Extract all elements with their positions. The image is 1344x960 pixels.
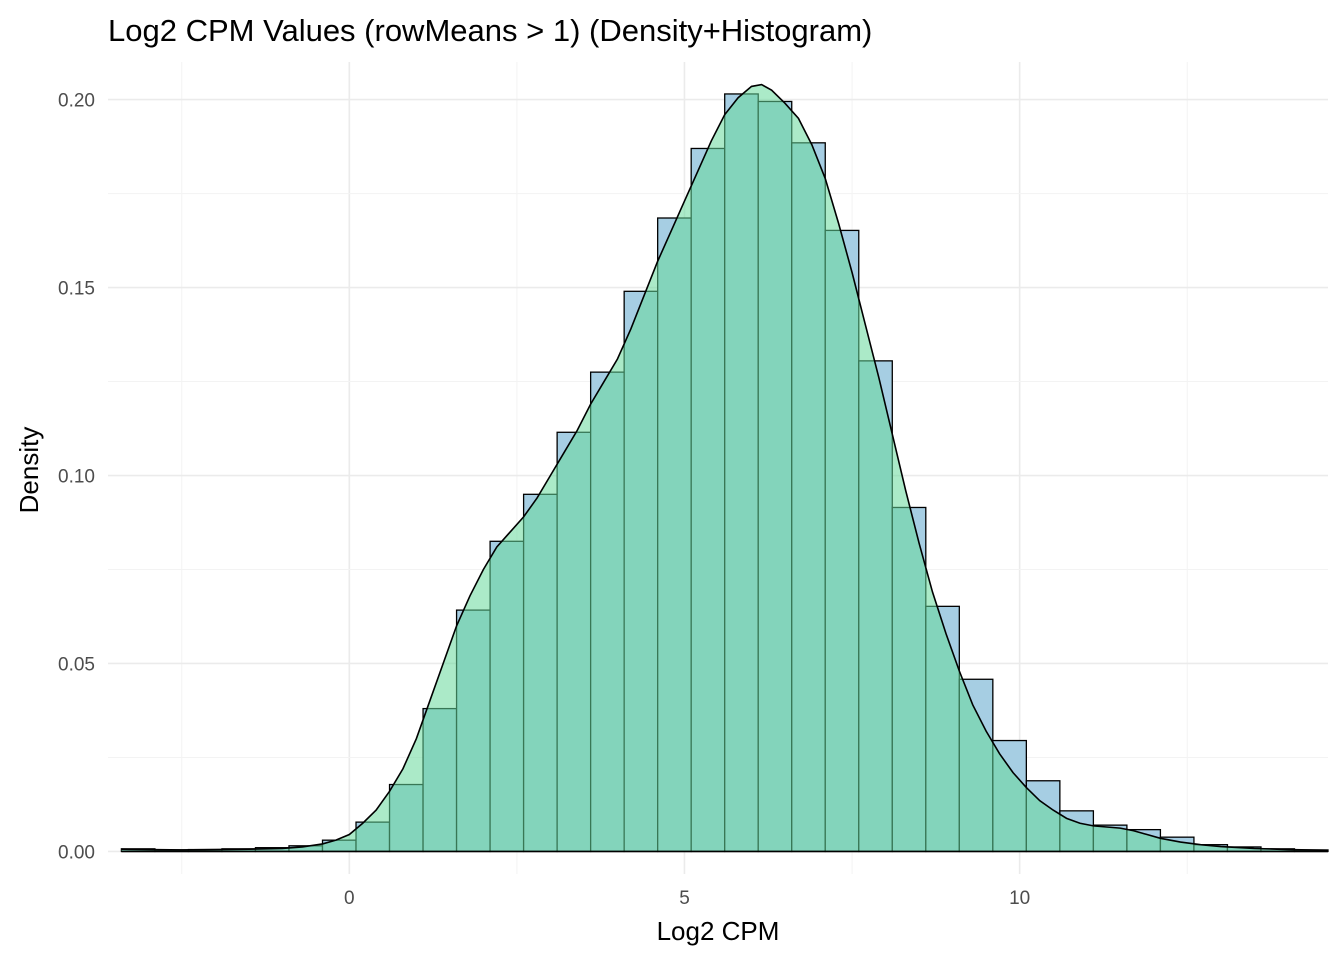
density-layer <box>121 83 1329 853</box>
y-tick-label: 0.00 <box>58 842 95 863</box>
y-tick-label: 0.15 <box>58 279 95 300</box>
x-tick-label: 0 <box>344 888 355 909</box>
y-tick-label: 0.20 <box>58 91 95 112</box>
x-tick-label: 5 <box>679 888 690 909</box>
y-axis-ticks: 0.00 0.05 0.10 0.15 0.20 <box>58 91 95 864</box>
density-area <box>121 84 1328 852</box>
y-tick-label: 0.05 <box>58 654 95 675</box>
y-axis-title: Density <box>14 427 44 514</box>
x-axis-ticks: 051015 <box>344 888 1030 909</box>
x-tick-label: 10 <box>1009 888 1030 909</box>
density-line <box>121 83 1329 852</box>
y-tick-label: 0.10 <box>58 467 95 488</box>
chart-title: Log2 CPM Values (rowMeans > 1) (Density+… <box>108 13 872 48</box>
x-axis-title: Log2 CPM <box>657 916 780 946</box>
